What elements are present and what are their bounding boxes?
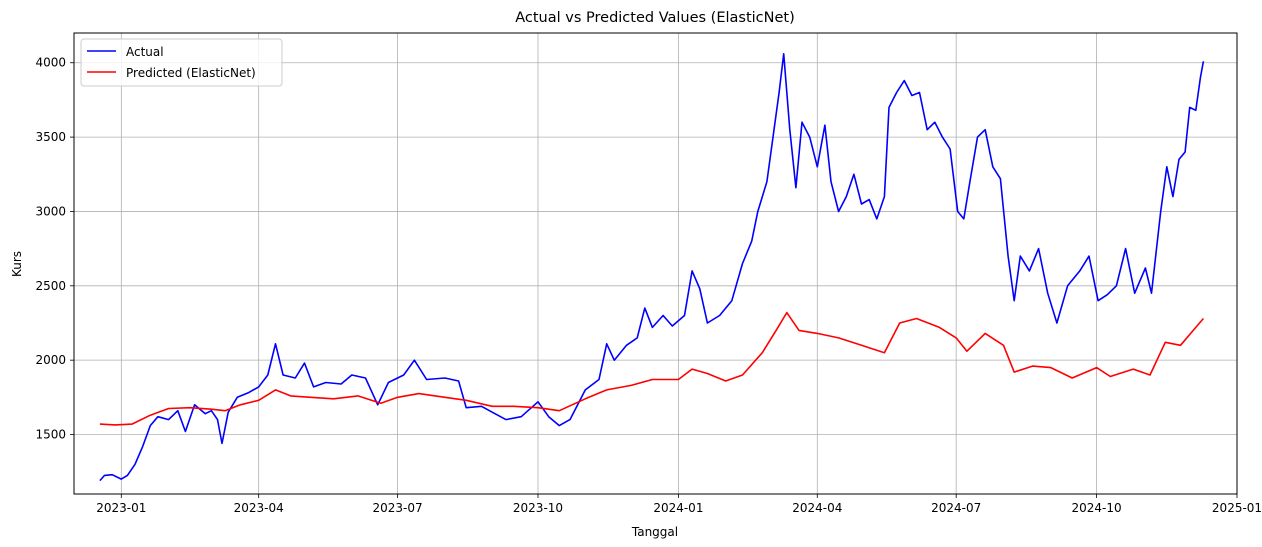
chart-title: Actual vs Predicted Values (ElasticNet) <box>515 10 795 26</box>
series-line-actual <box>99 52 1205 482</box>
y-tick-label: 2500 <box>35 279 66 293</box>
x-axis-ticks: 2023-01 2023-04 2023-07 2023-10 2024-01 2024-… <box>96 494 1262 515</box>
x-tick-label: 2025-01 <box>1212 501 1262 515</box>
x-tick-label: 2023-04 <box>234 501 284 515</box>
y-tick-label: 1500 <box>35 428 66 442</box>
plot-area-frame <box>73 32 1238 495</box>
x-tick-label: 2023-10 <box>513 501 563 515</box>
series-lines <box>99 52 1205 482</box>
x-tick-label: 2024-01 <box>653 501 703 515</box>
y-axis-ticks: 1500 2000 2500 3000 3500 4000 <box>35 56 74 442</box>
y-tick-label: 3000 <box>35 204 66 218</box>
x-tick-label: 2023-07 <box>372 501 422 515</box>
legend-box <box>80 38 283 87</box>
legend: Actual Predicted (ElasticNet) <box>80 38 283 87</box>
legend-label-predicted: Predicted (ElasticNet) <box>126 66 256 80</box>
y-tick-label: 4000 <box>35 56 66 70</box>
x-tick-label: 2024-04 <box>792 501 842 515</box>
x-tick-label: 2024-10 <box>1072 501 1122 515</box>
x-tick-label: 2023-01 <box>96 501 146 515</box>
legend-label-actual: Actual <box>126 45 164 59</box>
x-tick-label: 2024-07 <box>931 501 981 515</box>
x-axis-title: Tanggal <box>631 525 678 539</box>
y-tick-label: 3500 <box>35 130 66 144</box>
series-line-predicted <box>99 311 1205 426</box>
y-tick-label: 2000 <box>35 353 66 367</box>
y-axis-title: Kurs <box>10 251 24 277</box>
